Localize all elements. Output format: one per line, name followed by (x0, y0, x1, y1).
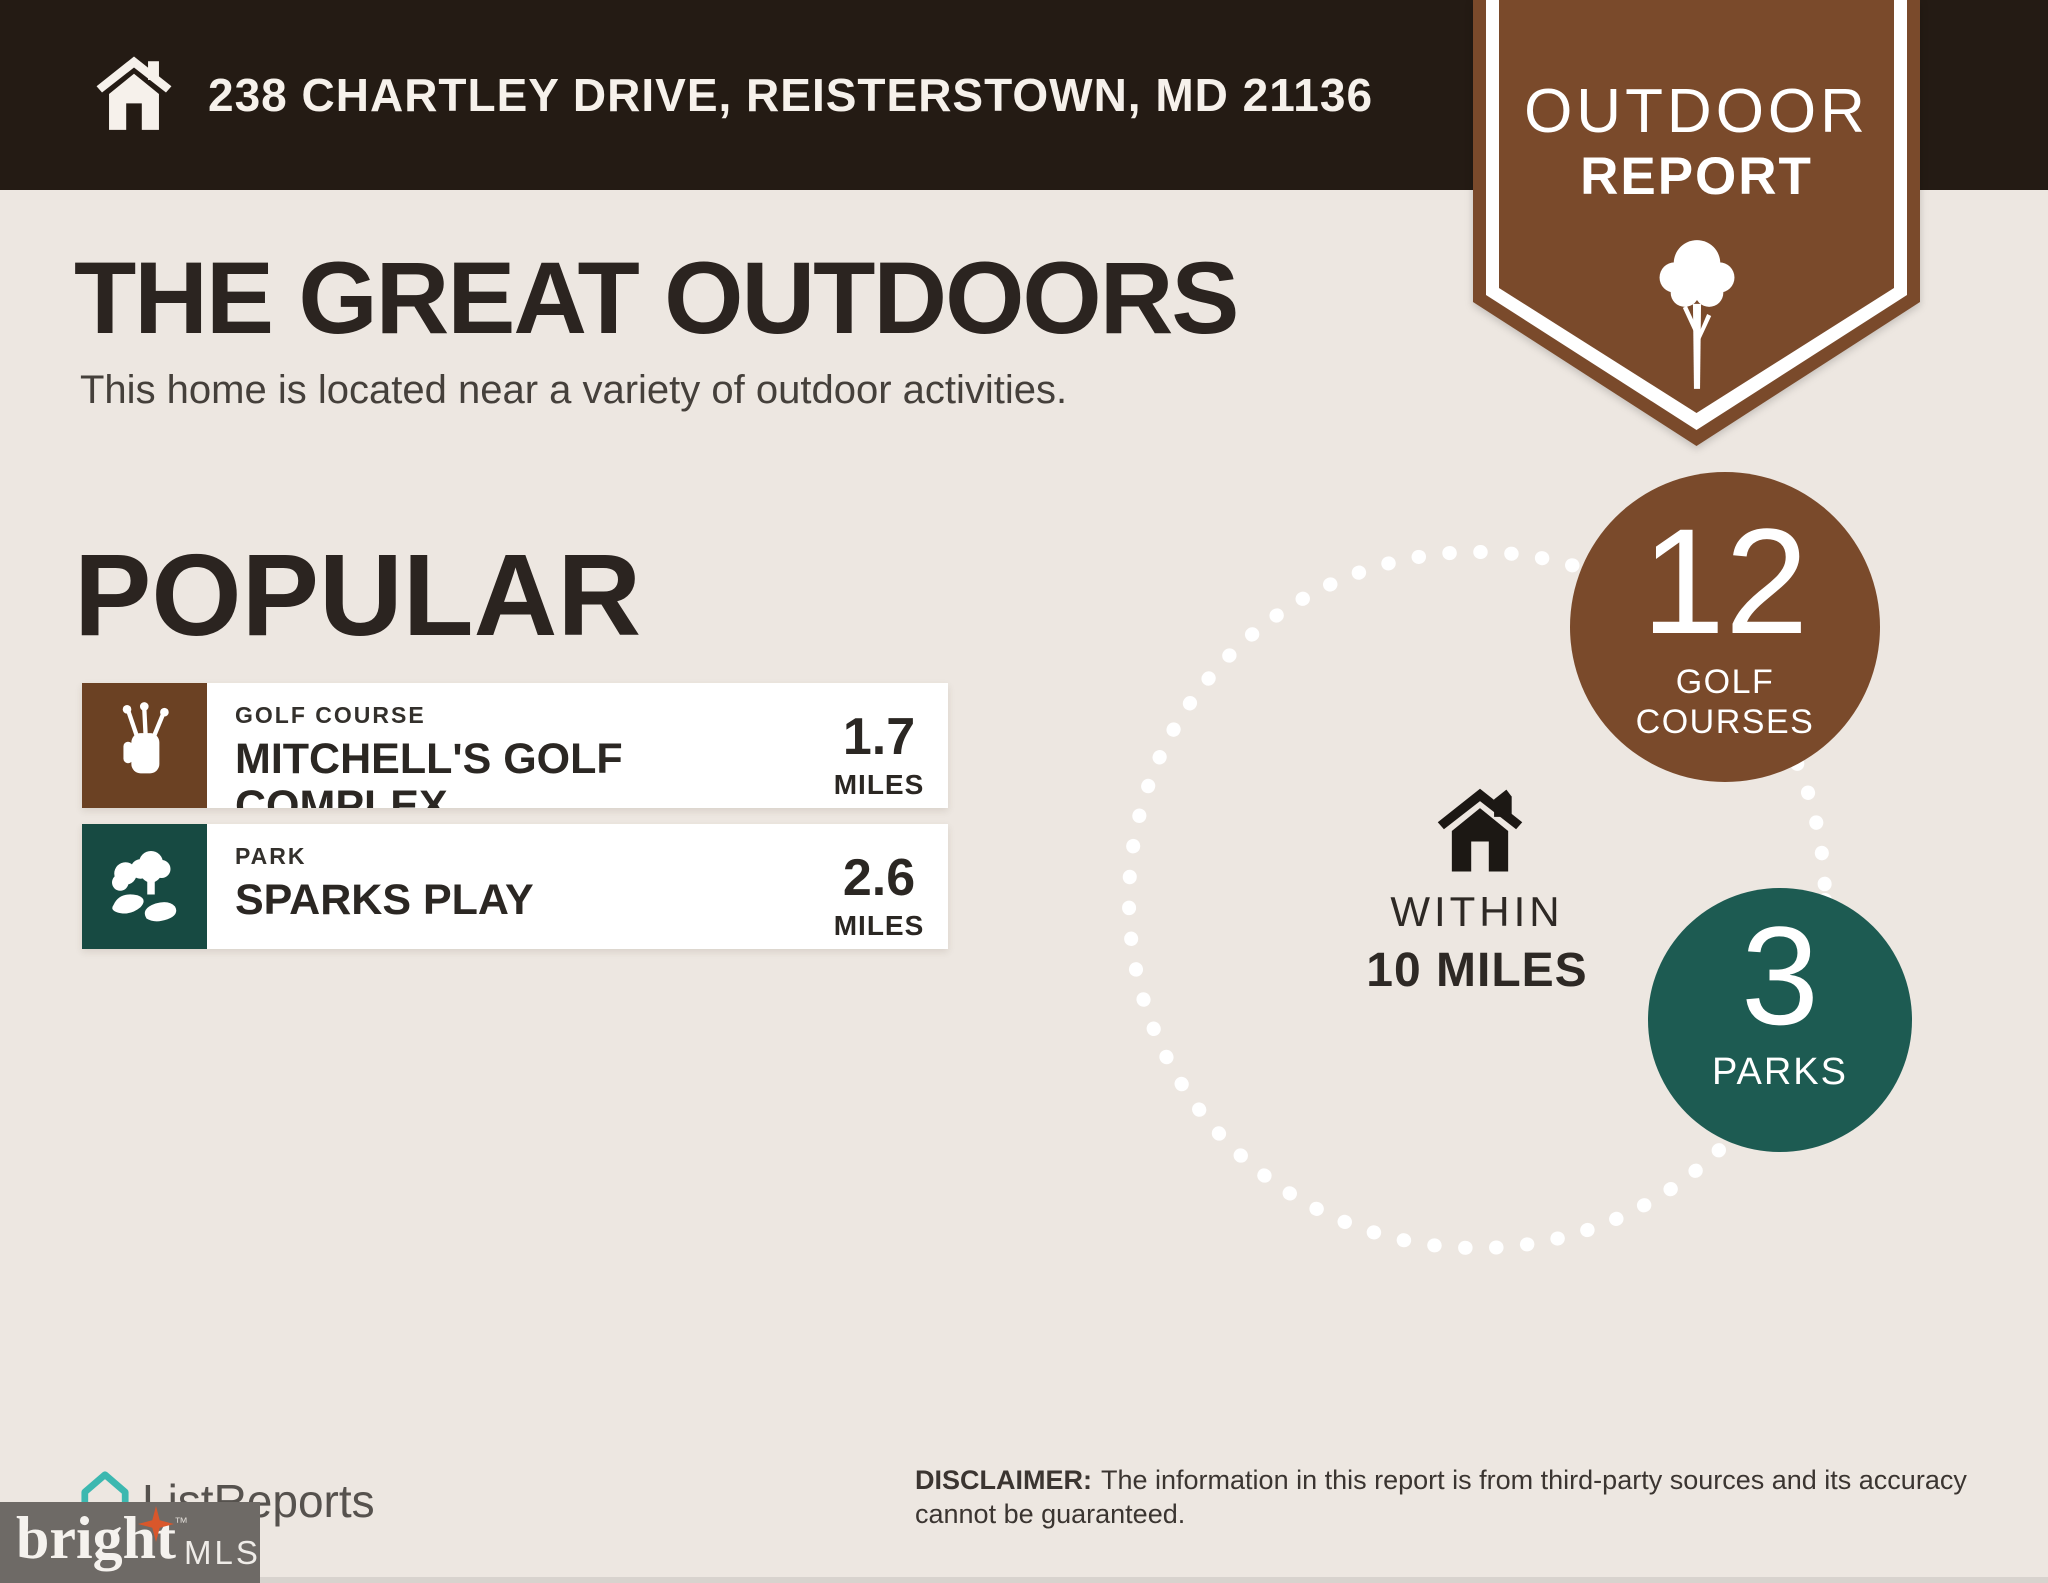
listreports-house-icon (76, 1468, 134, 1523)
within-label-line2: 10 MILES (1366, 944, 1588, 997)
distance-unit: MILES (833, 769, 925, 800)
distance-value: 2.6 (842, 849, 916, 907)
bright-mls-logo: bright ™ MLS (0, 1502, 260, 1583)
tree-icon (1651, 235, 1743, 402)
trademark-symbol: ™ (174, 1514, 188, 1530)
item-distance: 2.6 MILES (828, 824, 948, 949)
item-name: MITCHELL'S GOLF COMPLEX (235, 735, 623, 809)
item-distance: 1.7 MILES (828, 683, 948, 808)
disclaimer-label: DISCLAIMER: (915, 1465, 1092, 1495)
bright-wordmark: bright (16, 1505, 177, 1571)
bright-star-icon (138, 1506, 174, 1547)
stat-label-line1: PARKS (1711, 1051, 1848, 1093)
badge-title-line1: OUTDOOR (1524, 77, 1869, 146)
popular-heading: POPULAR (74, 530, 642, 660)
property-address: 238 CHARTLEY DRIVE, REISTERSTOWN, MD 211… (208, 69, 1374, 121)
item-category: PARK (235, 843, 307, 869)
home-icon (95, 44, 173, 144)
stat-value: 3 (1741, 897, 1819, 1054)
list-item-park: PARK SPARKS PLAY 2.6 MILES (82, 824, 948, 949)
park-icon (82, 824, 207, 949)
list-item-golf-course: GOLF COURSE MITCHELL'S GOLF COMPLEX 1.7 … (82, 683, 948, 808)
disclaimer-text: DISCLAIMER: The information in this repor… (915, 1465, 1967, 1529)
bottom-edge-strip (0, 1577, 2048, 1583)
list-item-text: PARK SPARKS PLAY (207, 824, 534, 949)
item-category: GOLF COURSE (235, 702, 426, 728)
distance-value: 1.7 (842, 708, 916, 766)
within-radius-label: WITHIN 10 MILES (1327, 888, 1627, 998)
golf-courses-stat-circle: 12 GOLF COURSES (1570, 472, 1880, 782)
badge-title-line2: REPORT (1580, 147, 1813, 206)
distance-unit: MILES (833, 910, 925, 941)
item-name: SPARKS PLAY (235, 876, 534, 924)
stat-value: 12 (1641, 497, 1809, 665)
page-title: THE GREAT OUTDOORS (74, 241, 1239, 355)
golf-bag-icon (82, 683, 207, 808)
ribbon-shape (1473, 0, 1920, 446)
stat-label-line1: GOLF (1675, 663, 1775, 701)
home-icon (1436, 786, 1524, 876)
page-subtitle: This home is located near a variety of o… (80, 368, 1068, 412)
within-label-line1: WITHIN (1390, 888, 1564, 935)
stat-label-line2: COURSES (1635, 703, 1815, 742)
mls-label: MLS (184, 1534, 261, 1571)
outdoor-report-badge: OUTDOOR REPORT (1473, 0, 1920, 450)
parks-stat-circle: 3 PARKS (1648, 888, 1912, 1152)
list-item-text: GOLF COURSE MITCHELL'S GOLF COMPLEX (207, 683, 687, 808)
